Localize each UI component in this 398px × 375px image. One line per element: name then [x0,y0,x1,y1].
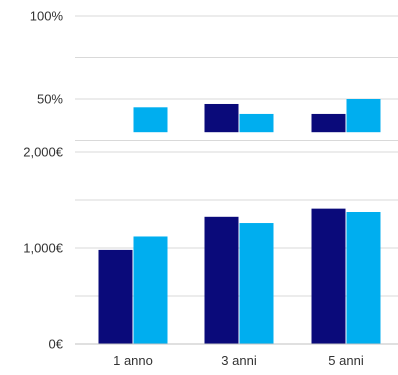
x-category-label: 1 anno [113,353,153,368]
bottom-bar-1-1 [239,223,274,344]
bottom-panel: 0€ 1,000€ 2,000€ 1 anno 3 anni 5 anni [23,145,398,368]
bottom-bar-2-1 [346,212,381,344]
bottom-tick-label: 0€ [49,337,64,352]
x-category-label: 5 anni [328,353,364,368]
top-bar-1-1 [239,113,274,133]
bottom-bar-2-0 [311,208,346,344]
top-bar-2-1 [346,99,381,133]
bottom-bar-1-0 [204,216,239,344]
top-tick-label: 50% [37,92,63,107]
bottom-tick-label: 2,000€ [23,145,64,160]
bottom-bar-0-0 [98,249,133,344]
bottom-tick-label: 1,000€ [23,241,64,256]
top-bar-2-0 [311,113,346,133]
top-panel: 50% 100% [30,9,398,141]
x-category-label: 3 anni [221,353,257,368]
bottom-bar-0-1 [133,236,168,344]
top-bar-1-0 [204,103,239,133]
top-tick-label: 100% [30,9,64,24]
top-bar-0-1 [133,107,168,133]
